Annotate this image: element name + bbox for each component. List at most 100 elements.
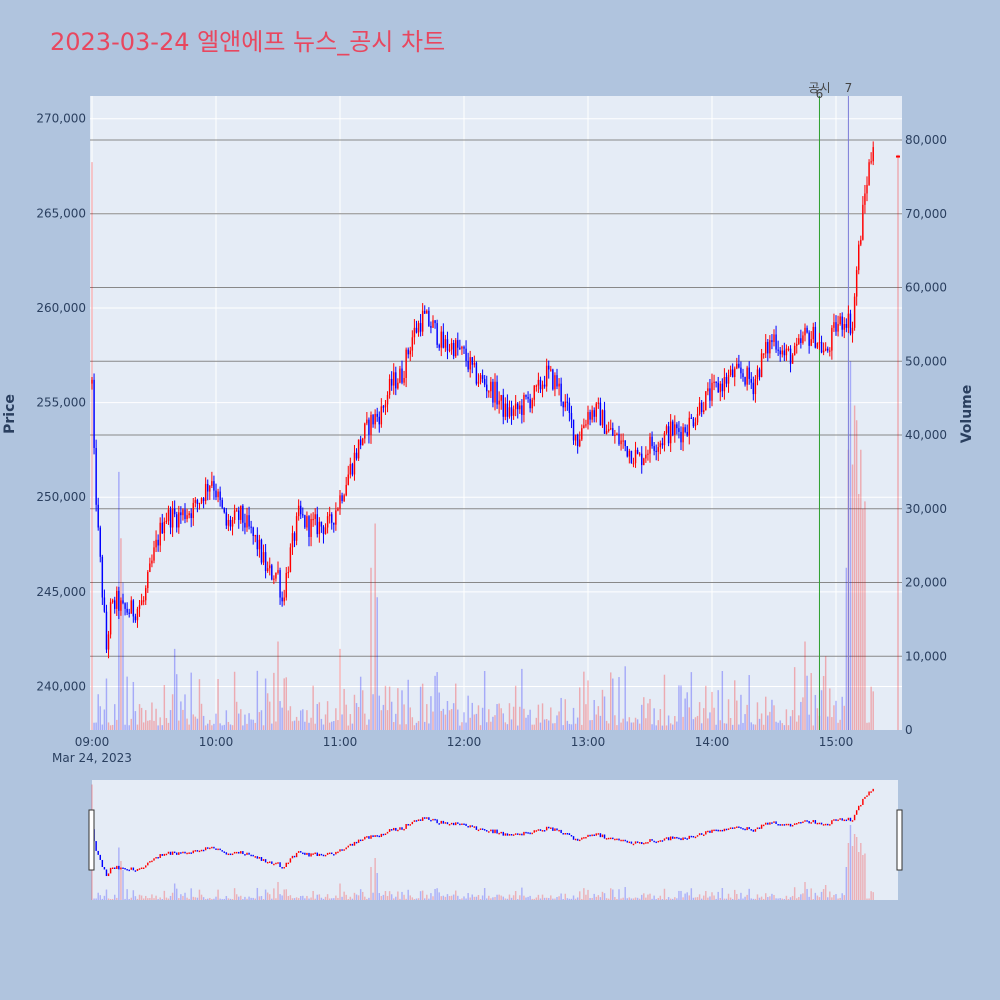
slider-candle — [597, 833, 600, 835]
candle-body — [240, 505, 242, 520]
candle-body — [95, 448, 97, 505]
slider-volume-bar — [845, 867, 848, 900]
slider-volume-bar — [196, 897, 199, 900]
slider-candle — [103, 867, 106, 870]
slider-volume-bar — [293, 898, 296, 900]
volume-bar — [572, 707, 575, 730]
volume-bar — [498, 703, 500, 730]
volume-bar — [192, 714, 194, 730]
candle-body — [266, 568, 269, 572]
candle-body — [122, 600, 124, 604]
volume-bar — [496, 704, 498, 730]
slider-candle — [215, 848, 217, 850]
slider-candle — [217, 848, 219, 851]
volume-bar — [314, 723, 316, 730]
slider-candle — [713, 829, 715, 832]
candle-body — [521, 405, 523, 415]
volume-bar — [109, 725, 112, 730]
slider-candle — [822, 824, 825, 826]
volume-bar — [388, 686, 391, 730]
candle-body — [659, 443, 662, 448]
candle-body — [271, 565, 273, 580]
slider-volume-bar — [574, 898, 577, 900]
candle-body — [483, 378, 486, 385]
volume-bar — [837, 722, 839, 730]
slider-candle — [242, 851, 244, 855]
annotation-label: 6 — [816, 87, 824, 101]
slider-candle — [711, 829, 713, 833]
slider-volume-bar — [707, 897, 709, 900]
candle-body — [638, 453, 641, 455]
slider-candle — [341, 849, 343, 851]
volume-bar — [568, 723, 571, 730]
volume-bar — [576, 717, 579, 730]
slider-candle — [291, 855, 294, 859]
volume-bar — [626, 721, 628, 730]
candle-body — [256, 535, 259, 550]
range-slider-left-handle[interactable] — [88, 809, 95, 871]
volume-bar — [851, 464, 854, 730]
slider-volume-bar — [742, 898, 744, 900]
slider-candle — [574, 838, 577, 841]
volume-bar — [111, 724, 114, 730]
slider-volume-bar — [541, 894, 544, 900]
volume-bar — [758, 718, 761, 730]
slider-volume-bar — [853, 834, 856, 900]
slider-candle — [690, 835, 693, 838]
slider-candle — [370, 835, 372, 839]
slider-volume-bar — [426, 894, 428, 900]
volume-bar — [173, 648, 176, 730]
slider-candle — [519, 833, 521, 836]
slider-volume-bar — [771, 893, 773, 900]
slider-volume-bar — [393, 898, 395, 900]
slider-volume-bar — [240, 895, 242, 900]
range-slider-right-handle[interactable] — [896, 809, 903, 871]
volume-bar — [591, 720, 593, 730]
slider-volume-bar — [779, 898, 781, 900]
slider-candle — [401, 827, 403, 830]
candle-body — [539, 379, 542, 390]
candle-body — [682, 427, 684, 443]
slider-volume-bar — [657, 897, 659, 900]
candle-body — [254, 535, 256, 537]
slider-candle — [151, 860, 153, 863]
volume-bar — [444, 714, 447, 730]
candle-body — [413, 327, 416, 338]
slider-volume-bar — [178, 898, 180, 900]
slider-candle — [552, 827, 554, 831]
candle-body — [118, 590, 120, 611]
candle-body — [560, 383, 562, 402]
candle-body — [130, 600, 132, 614]
candle-body — [643, 458, 645, 466]
slider-candle — [676, 836, 678, 839]
slider-volume-bar — [300, 896, 302, 900]
slider-volume-bar — [543, 897, 546, 900]
candle-body — [519, 405, 521, 410]
slider-candle — [831, 820, 833, 825]
candle-body — [409, 350, 411, 355]
slider-candle — [289, 858, 292, 863]
slider-candle — [364, 836, 366, 840]
candle-body — [182, 509, 184, 516]
main-plot[interactable]: 공시6 7 — [90, 81, 902, 730]
slider-volume-bar — [789, 897, 792, 900]
candle-body — [562, 401, 564, 408]
volume-bar — [134, 711, 137, 730]
volume-bar — [436, 672, 438, 730]
volume-bar — [719, 720, 721, 730]
slider-volume-bar — [409, 895, 411, 900]
slider-candle — [645, 842, 647, 844]
volume-bar — [235, 701, 238, 730]
slider-volume-bar — [217, 889, 219, 900]
slider-volume-bar — [554, 898, 556, 900]
slider-volume-bar — [97, 892, 99, 900]
slider-volume-bar — [810, 888, 812, 900]
slider-volume-bar — [306, 895, 308, 900]
slider-candle — [537, 829, 540, 831]
slider-volume-bar — [851, 846, 854, 900]
slider-volume-bar — [744, 896, 746, 900]
candle-body — [858, 244, 860, 271]
volume-bar — [765, 696, 767, 730]
range-slider[interactable] — [88, 780, 903, 900]
volume-bar — [488, 709, 490, 730]
